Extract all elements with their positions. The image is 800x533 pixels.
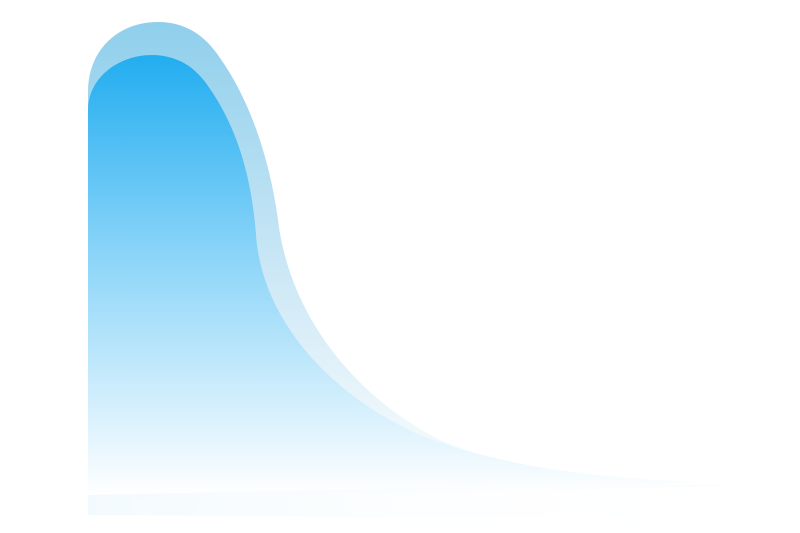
- front-wave-shape: [88, 55, 700, 495]
- floor-reflection: [88, 482, 760, 520]
